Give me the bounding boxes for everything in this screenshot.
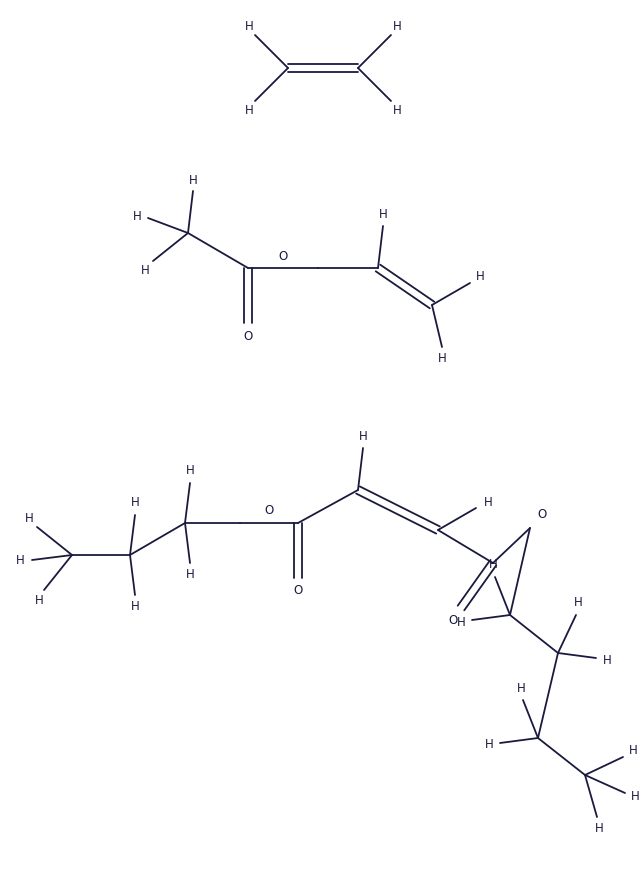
- Text: H: H: [379, 208, 387, 222]
- Text: H: H: [131, 497, 140, 510]
- Text: H: H: [574, 597, 583, 610]
- Text: H: H: [244, 19, 253, 32]
- Text: H: H: [393, 19, 401, 32]
- Text: H: H: [188, 173, 197, 187]
- Text: H: H: [489, 559, 498, 571]
- Text: H: H: [438, 352, 446, 365]
- Text: O: O: [538, 507, 547, 520]
- Text: H: H: [186, 464, 194, 477]
- Text: H: H: [131, 601, 140, 613]
- Text: H: H: [631, 790, 639, 803]
- Text: H: H: [393, 104, 401, 117]
- Text: H: H: [484, 496, 493, 508]
- Text: O: O: [293, 583, 303, 597]
- Text: H: H: [476, 271, 484, 284]
- Text: H: H: [595, 823, 603, 836]
- Text: H: H: [141, 265, 149, 278]
- Text: O: O: [243, 329, 253, 343]
- Text: H: H: [485, 738, 493, 752]
- Text: H: H: [629, 745, 637, 758]
- Text: H: H: [35, 595, 43, 607]
- Text: H: H: [602, 653, 611, 667]
- Text: H: H: [15, 554, 24, 567]
- Text: H: H: [516, 682, 525, 695]
- Text: H: H: [24, 512, 33, 526]
- Text: O: O: [278, 250, 287, 263]
- Text: O: O: [448, 613, 458, 626]
- Text: H: H: [457, 616, 466, 628]
- Text: O: O: [264, 505, 274, 518]
- Text: H: H: [244, 104, 253, 117]
- Text: H: H: [186, 569, 194, 582]
- Text: H: H: [359, 429, 367, 442]
- Text: H: H: [132, 209, 141, 223]
